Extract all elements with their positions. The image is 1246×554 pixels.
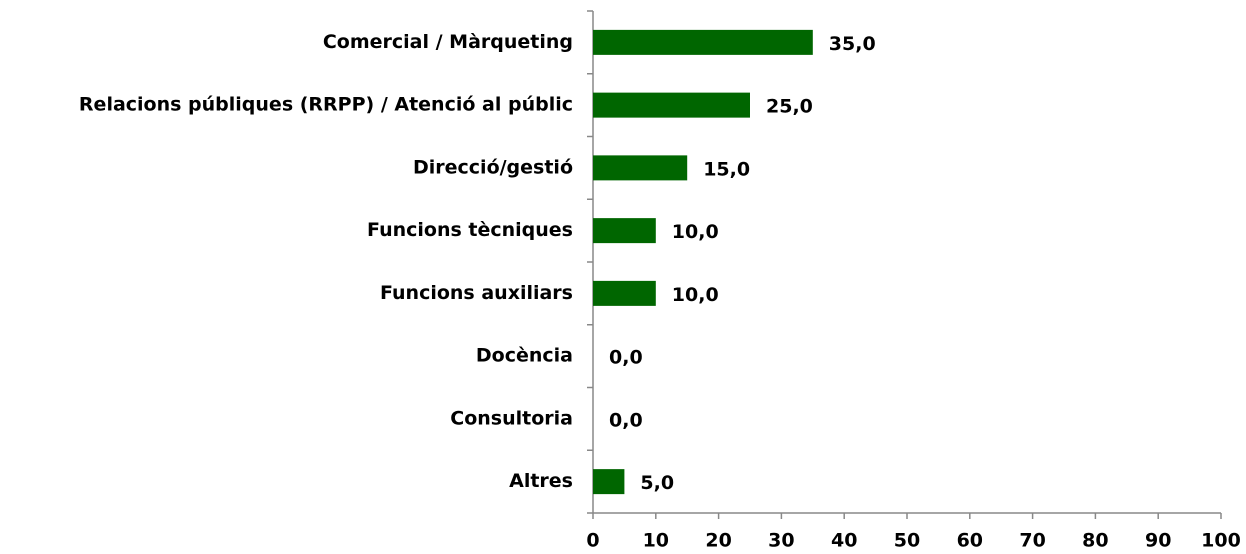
y-tick-label: Direcció/gestió: [413, 156, 573, 178]
bar: [593, 29, 813, 55]
value-label: 25,0: [766, 96, 813, 118]
x-tick-label: 70: [1019, 530, 1045, 552]
x-tick-label: 30: [768, 530, 794, 552]
value-label: 5,0: [640, 472, 674, 494]
y-tick-label: Altres: [509, 470, 573, 492]
x-tick-label: 20: [705, 530, 731, 552]
x-tick-label: 0: [586, 530, 599, 552]
bar: [593, 218, 656, 244]
y-tick-label: Docència: [476, 345, 573, 367]
x-tick-label: 60: [957, 530, 983, 552]
value-label: 0,0: [609, 347, 643, 369]
x-tick-label: 40: [831, 530, 857, 552]
y-tick-label: Relacions públiques (RRPP) / Atenció al …: [79, 94, 573, 116]
bar: [593, 280, 656, 306]
value-label: 35,0: [829, 33, 876, 55]
x-tick-label: 50: [894, 530, 920, 552]
value-label: 10,0: [672, 221, 719, 243]
y-tick-label: Funcions auxiliars: [380, 282, 573, 304]
y-tick-label: Consultoria: [450, 407, 573, 429]
bar: [593, 469, 625, 495]
x-tick-label: 90: [1145, 530, 1171, 552]
x-tick-label: 10: [643, 530, 669, 552]
x-tick-label: 100: [1201, 530, 1241, 552]
value-label: 0,0: [609, 409, 643, 431]
value-label: 15,0: [703, 158, 750, 180]
y-tick-label: Funcions tècniques: [367, 219, 573, 241]
bar: [593, 92, 750, 118]
bar: [593, 155, 688, 181]
x-tick-label: 80: [1082, 530, 1108, 552]
y-tick-label: Comercial / Màrqueting: [323, 31, 573, 53]
value-label: 10,0: [672, 284, 719, 306]
